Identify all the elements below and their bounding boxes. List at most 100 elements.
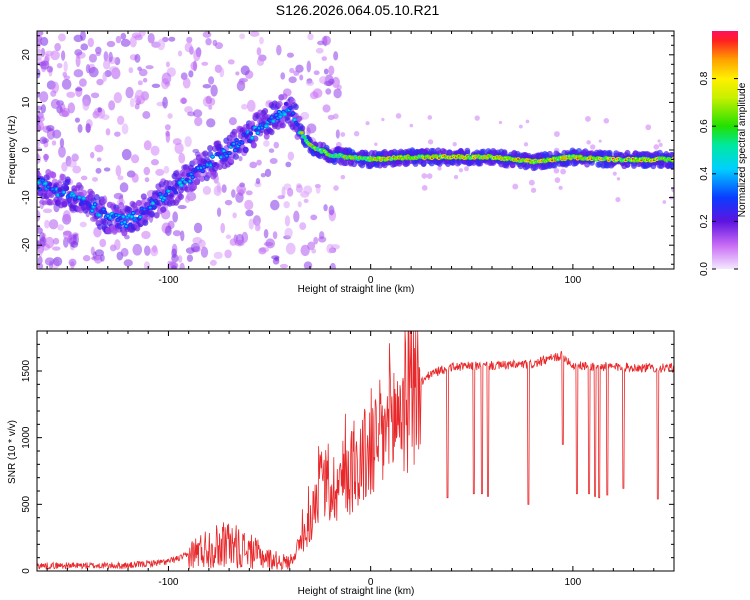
ridge-halo xyxy=(669,152,674,159)
ridge-core xyxy=(38,188,42,191)
noise-blob xyxy=(303,261,313,269)
noise-blob xyxy=(202,83,212,89)
noise-blob xyxy=(46,125,55,132)
ridge-halo xyxy=(101,219,108,226)
noise-blob xyxy=(37,105,43,111)
ridge-halo xyxy=(97,223,104,230)
noise-blob xyxy=(48,219,59,230)
noise-blob xyxy=(141,230,151,240)
noise-blob xyxy=(180,230,185,242)
noise-blob xyxy=(74,49,83,56)
ridge-core xyxy=(245,134,248,137)
spectrogram-x-axis-label: Height of straight line (km) xyxy=(298,284,415,295)
noise-blob xyxy=(39,236,47,248)
noise-blob xyxy=(62,210,71,222)
noise-blob xyxy=(99,238,107,248)
colorbar-tick-label: 0.4 xyxy=(699,166,710,180)
y-tick-label: 0 xyxy=(21,568,32,574)
y-tick-label: -10 xyxy=(21,190,32,205)
noise-blob xyxy=(62,71,68,77)
ridge-halo xyxy=(263,133,270,140)
noise-blob xyxy=(287,151,295,161)
ridge-core xyxy=(178,181,182,184)
noise-blob xyxy=(171,265,177,269)
noise-blob xyxy=(560,168,566,175)
noise-blob xyxy=(335,129,340,139)
noise-blob xyxy=(38,199,48,205)
noise-blob xyxy=(240,65,250,76)
noise-blob xyxy=(79,221,87,228)
noise-blob xyxy=(286,52,294,58)
noise-blob xyxy=(51,140,57,146)
noise-blob xyxy=(71,153,79,162)
noise-blob xyxy=(234,239,245,247)
ridge-halo xyxy=(211,171,218,178)
x-tick-label: 0 xyxy=(368,577,374,588)
noise-blob xyxy=(37,153,41,165)
noise-blob xyxy=(244,199,254,210)
ridge-core xyxy=(151,202,155,205)
noise-blob xyxy=(255,177,261,185)
noise-blob xyxy=(106,40,116,48)
ridge-halo xyxy=(250,142,257,149)
noise-blob xyxy=(79,78,87,87)
noise-blob xyxy=(248,218,254,230)
noise-blob xyxy=(134,89,145,102)
ridge-core xyxy=(44,182,47,185)
noise-blob xyxy=(102,71,107,82)
noise-blob xyxy=(184,136,192,148)
noise-blob xyxy=(249,161,258,169)
ridge-core xyxy=(62,191,66,194)
noise-blob xyxy=(313,70,320,76)
noise-blob xyxy=(228,117,237,126)
noise-blob xyxy=(58,146,66,158)
noise-blob xyxy=(270,199,280,211)
colorbar-gradient xyxy=(712,31,738,269)
noise-blob xyxy=(109,66,119,72)
x-tick-label: -100 xyxy=(158,577,178,588)
ridge-core xyxy=(90,209,94,212)
noise-blob xyxy=(37,115,41,126)
noise-blob xyxy=(131,173,139,183)
ridge-core xyxy=(146,209,149,213)
ridge-core xyxy=(228,152,231,155)
noise-blob xyxy=(201,61,209,66)
noise-blob xyxy=(453,174,459,180)
noise-blob xyxy=(188,70,194,78)
y-tick-label: 500 xyxy=(21,496,32,513)
ridge-core xyxy=(219,156,223,159)
noise-blob xyxy=(307,33,314,41)
noise-blob xyxy=(74,117,80,123)
noise-blob xyxy=(256,57,265,66)
ridge-core xyxy=(248,139,251,142)
noise-blob xyxy=(43,153,49,163)
noise-blob xyxy=(52,246,61,251)
y-tick-label: 1500 xyxy=(21,359,32,382)
noise-blob xyxy=(80,31,86,41)
ridge-core xyxy=(48,183,52,186)
noise-blob xyxy=(58,33,66,42)
noise-blob xyxy=(37,48,42,54)
noise-blob xyxy=(143,245,151,256)
noise-blob xyxy=(322,104,331,113)
noise-blob xyxy=(168,36,176,42)
chart-title: S126.2026.064.05.10.R21 xyxy=(275,2,440,18)
ridge-halo xyxy=(77,184,84,191)
ridge-core xyxy=(124,225,128,228)
noise-blob xyxy=(177,50,183,57)
ridge-halo xyxy=(292,103,299,111)
noise-blob xyxy=(333,51,339,61)
noise-blob xyxy=(221,184,227,193)
noise-blob xyxy=(333,185,339,191)
noise-blob xyxy=(558,185,563,190)
ridge-core xyxy=(52,190,56,193)
noise-blob xyxy=(88,66,99,78)
ridge-halo xyxy=(153,212,160,219)
noise-blob xyxy=(206,118,216,128)
ridge-core xyxy=(158,192,162,196)
snr-x-axis-label: Height of straight line (km) xyxy=(298,586,415,597)
noise-blob xyxy=(121,123,129,135)
noise-blob xyxy=(115,35,122,44)
noise-blob xyxy=(427,139,434,145)
noise-blob xyxy=(57,224,64,231)
